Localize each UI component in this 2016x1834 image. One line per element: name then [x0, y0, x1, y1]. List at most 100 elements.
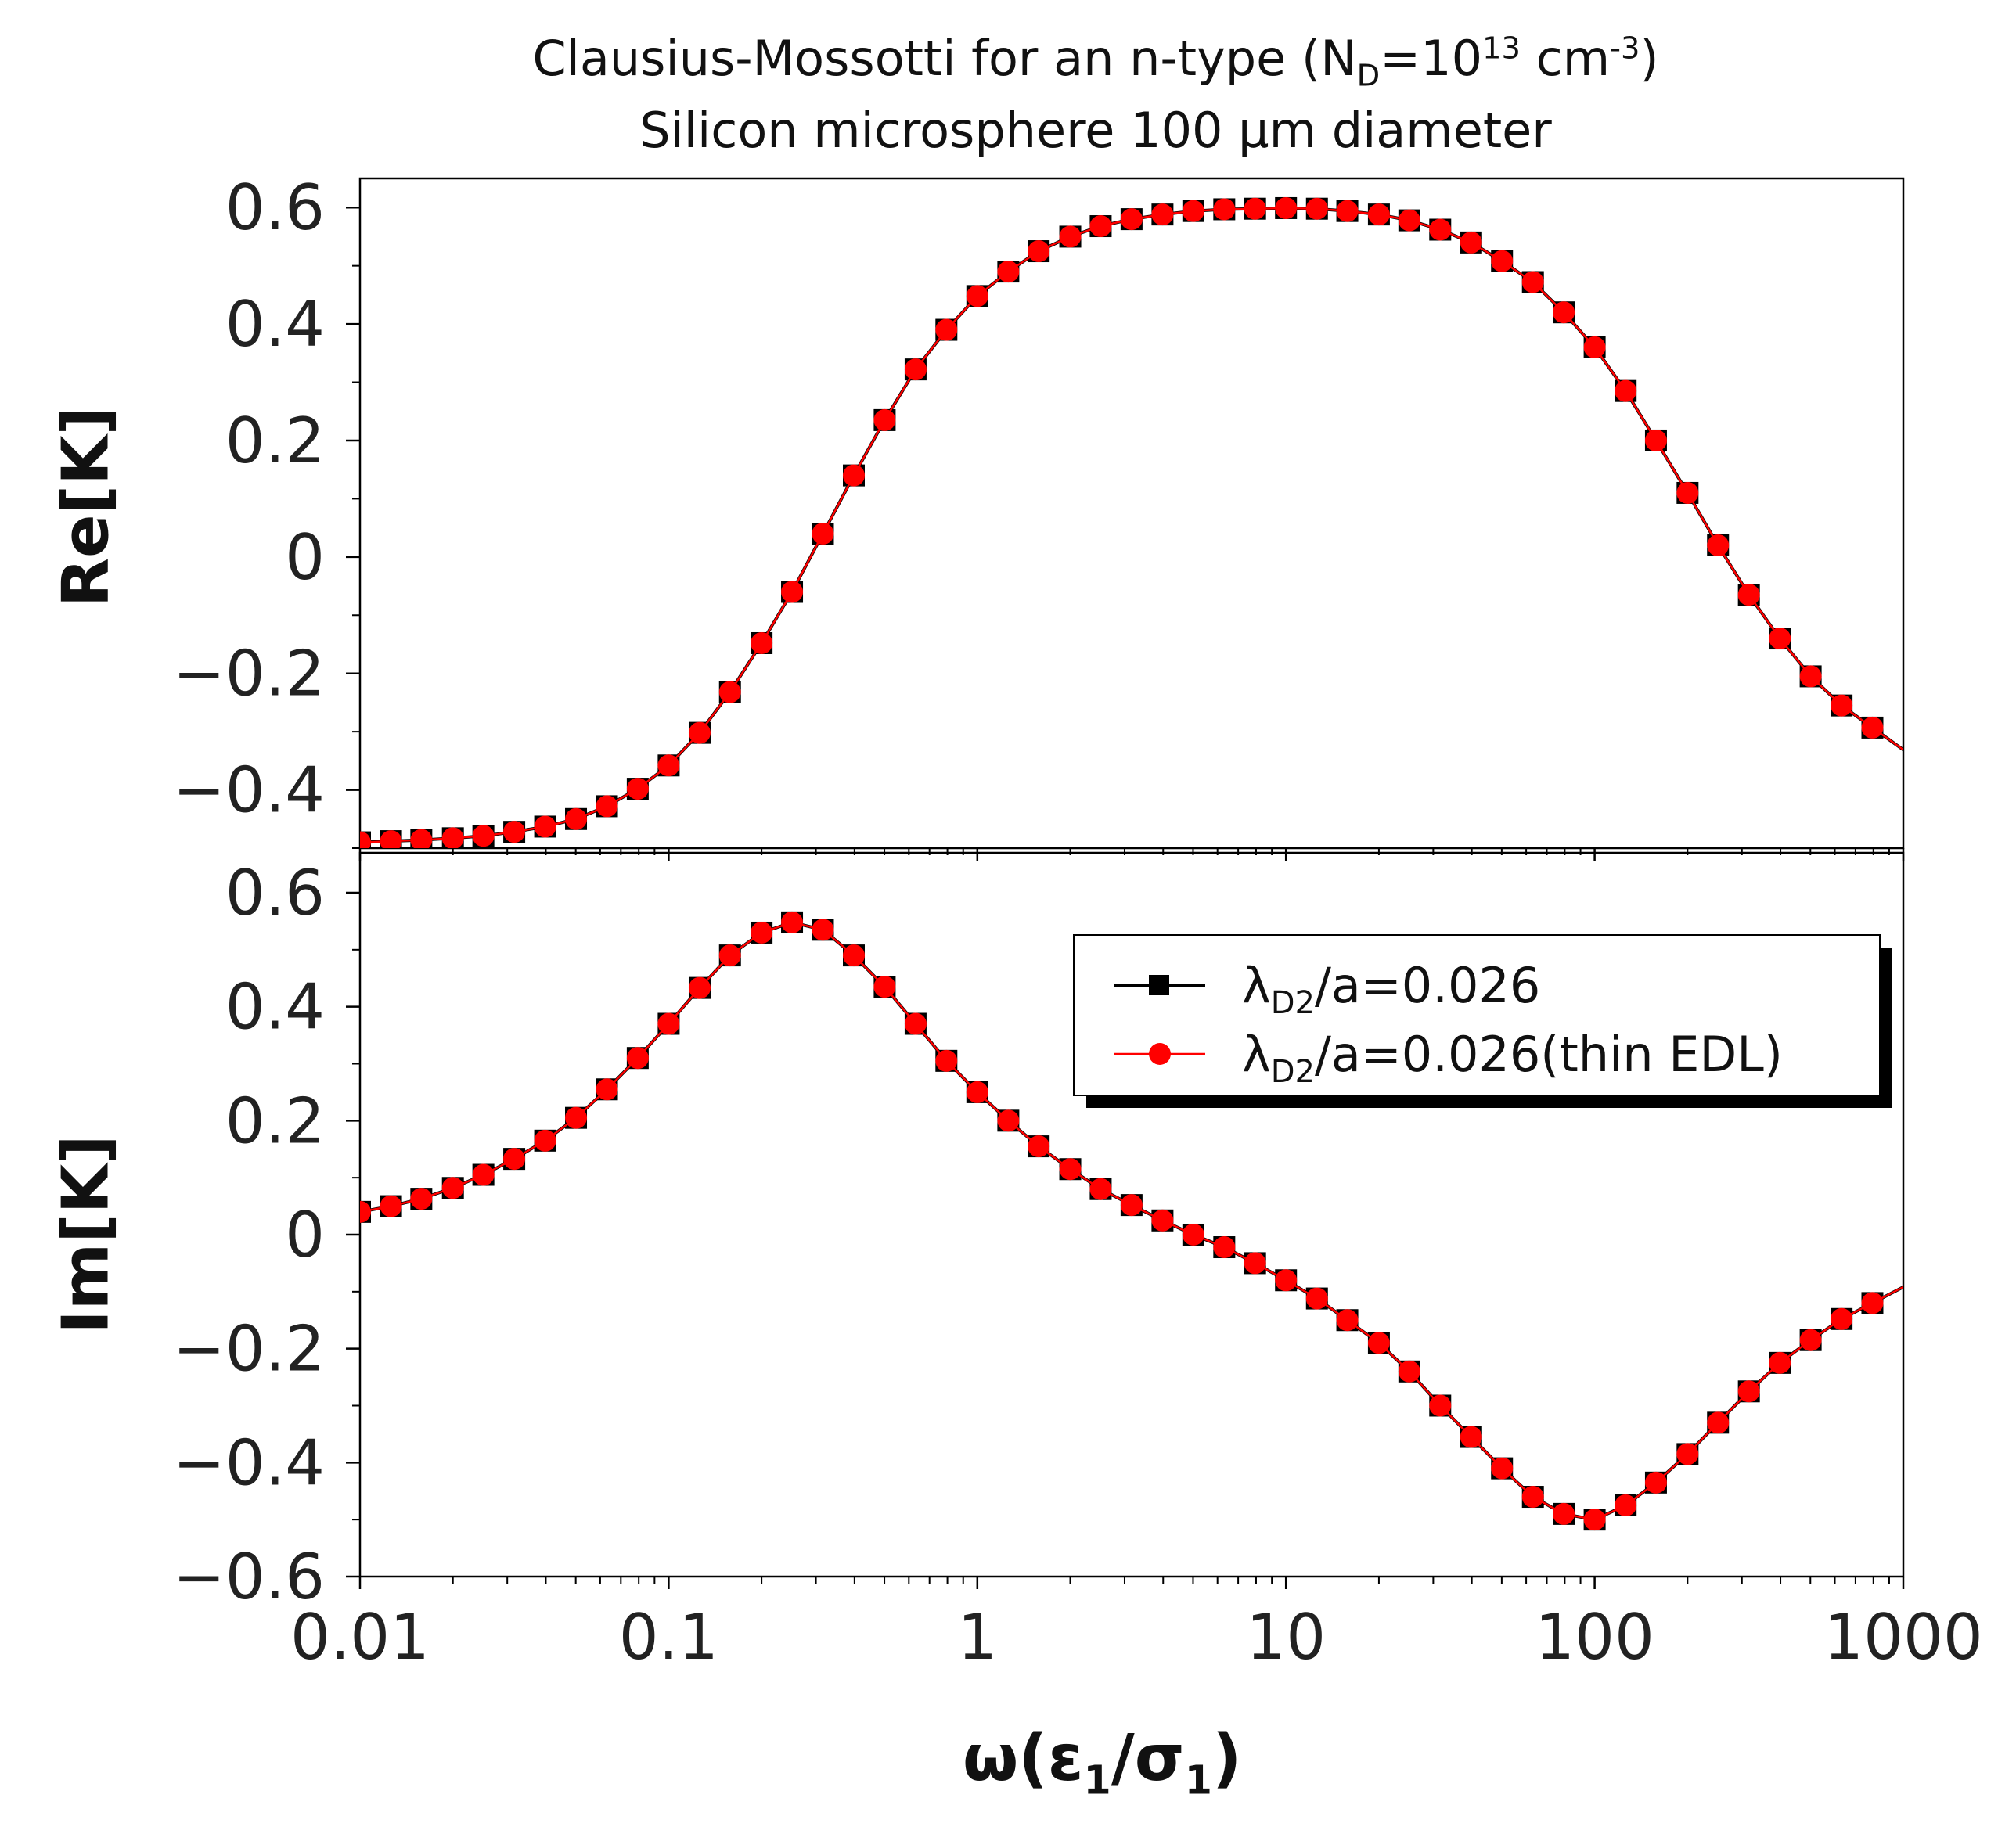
data-point-circle — [1831, 694, 1853, 717]
data-point-circle — [842, 464, 865, 487]
data-point-circle — [565, 1106, 588, 1129]
data-point-circle — [657, 754, 680, 777]
y-tick-label: 0.4 — [225, 288, 325, 361]
data-point-circle — [1244, 197, 1266, 220]
data-point-circle — [1615, 379, 1637, 402]
data-point-circle — [1799, 665, 1822, 688]
data-point-circle — [751, 921, 773, 944]
data-point-circle — [503, 1148, 526, 1171]
y-tick-label: 0.2 — [225, 1084, 325, 1157]
data-point-circle — [1028, 240, 1050, 263]
data-point-circle — [1151, 203, 1174, 226]
data-point-circle — [935, 318, 958, 341]
y-tick-label: −0.2 — [173, 638, 325, 710]
data-point-circle — [1521, 271, 1544, 293]
data-point-circle — [718, 944, 741, 967]
data-point-circle — [873, 408, 896, 431]
data-point-circle — [1769, 1351, 1791, 1374]
x-axis-label: ω(ε1/σ1) — [963, 1721, 1242, 1803]
data-point-circle — [1336, 200, 1359, 222]
data-point-circle — [1861, 1292, 1884, 1314]
data-point-circle — [1151, 1209, 1174, 1232]
data-point-circle — [534, 1129, 556, 1152]
data-point-circle — [1861, 716, 1884, 739]
legend-marker-square — [1149, 975, 1169, 995]
data-point-circle — [1583, 1509, 1606, 1531]
data-point-circle — [626, 778, 649, 800]
data-point-circle — [1367, 203, 1390, 226]
x-tick-label: 10 — [1246, 1601, 1326, 1674]
data-point-circle — [380, 830, 402, 848]
data-point-circle — [1676, 1443, 1699, 1465]
legend-label: λD2/a=0.026 — [1242, 957, 1540, 1021]
x-tick-label: 0.1 — [619, 1601, 718, 1674]
data-point-circle — [1799, 1329, 1822, 1351]
y-tick-label: 0.4 — [225, 971, 325, 1044]
data-point-circle — [1831, 1307, 1853, 1330]
data-point-circle — [1059, 225, 1082, 248]
data-point-circle — [1583, 336, 1606, 358]
data-point-circle — [1460, 231, 1482, 254]
data-point-circle — [1305, 197, 1328, 220]
data-point-circle — [1120, 208, 1143, 231]
data-point-circle — [1491, 250, 1514, 272]
x-tick-label: 1 — [957, 1601, 997, 1674]
data-point-circle — [935, 1049, 958, 1072]
y-tick-label: −0.4 — [173, 754, 325, 827]
series-line-red — [360, 207, 1903, 843]
data-point-circle — [1089, 1178, 1112, 1200]
data-point-circle — [1367, 1332, 1390, 1354]
data-point-circle — [1737, 1380, 1760, 1403]
data-point-circle — [1553, 301, 1575, 324]
x-tick-label: 0.01 — [290, 1601, 430, 1674]
data-point-circle — [997, 261, 1020, 283]
legend-marker-circle — [1149, 1043, 1171, 1065]
data-point-circle — [873, 976, 896, 998]
y-tick-label: 0.6 — [225, 857, 325, 930]
data-point-circle — [1275, 196, 1298, 219]
data-point-circle — [503, 821, 526, 843]
y-tick-label: −0.2 — [173, 1313, 325, 1386]
data-point-circle — [1398, 209, 1420, 232]
data-point-circle — [1707, 534, 1730, 556]
data-point-circle — [812, 523, 834, 545]
data-point-circle — [596, 795, 618, 818]
data-point-circle — [565, 807, 588, 830]
data-point-circle — [441, 827, 464, 848]
data-point-circle — [1059, 1158, 1082, 1181]
data-point-circle — [1120, 1194, 1143, 1217]
data-point-circle — [441, 1177, 464, 1199]
data-point-circle — [360, 831, 371, 848]
x-tick-label: 1000 — [1823, 1601, 1983, 1674]
data-point-circle — [904, 1012, 927, 1035]
data-point-circle — [1028, 1135, 1050, 1158]
data-point-circle — [842, 944, 865, 967]
y-tick-label: −0.6 — [173, 1541, 325, 1613]
chart-title-line1: Clausius-Mossotti for an n-type (ND=1013… — [532, 30, 1659, 94]
data-point-circle — [781, 911, 804, 933]
data-point-circle — [534, 815, 556, 838]
data-point-circle — [1521, 1486, 1544, 1509]
data-point-circle — [781, 581, 804, 603]
data-point-circle — [596, 1078, 618, 1101]
data-point-circle — [1244, 1252, 1266, 1275]
series-line-black — [360, 206, 1903, 844]
chart-title-line2: Silicon microsphere 100 µm diameter — [639, 102, 1552, 159]
y-tick-label: 0 — [285, 1199, 325, 1271]
data-point-circle — [1213, 1236, 1236, 1259]
data-point-circle — [1089, 215, 1112, 238]
data-point-circle — [626, 1047, 649, 1070]
data-point-circle — [1769, 628, 1791, 650]
data-point-circle — [966, 285, 988, 307]
data-point-circle — [410, 1188, 433, 1210]
data-point-circle — [1275, 1269, 1298, 1292]
data-point-circle — [1491, 1457, 1514, 1480]
data-point-circle — [657, 1012, 680, 1035]
data-point-circle — [997, 1109, 1020, 1132]
data-point-circle — [966, 1081, 988, 1103]
data-point-circle — [472, 825, 495, 847]
data-point-circle — [688, 976, 711, 999]
y-tick-label: 0 — [285, 521, 325, 594]
data-point-circle — [1305, 1287, 1328, 1310]
